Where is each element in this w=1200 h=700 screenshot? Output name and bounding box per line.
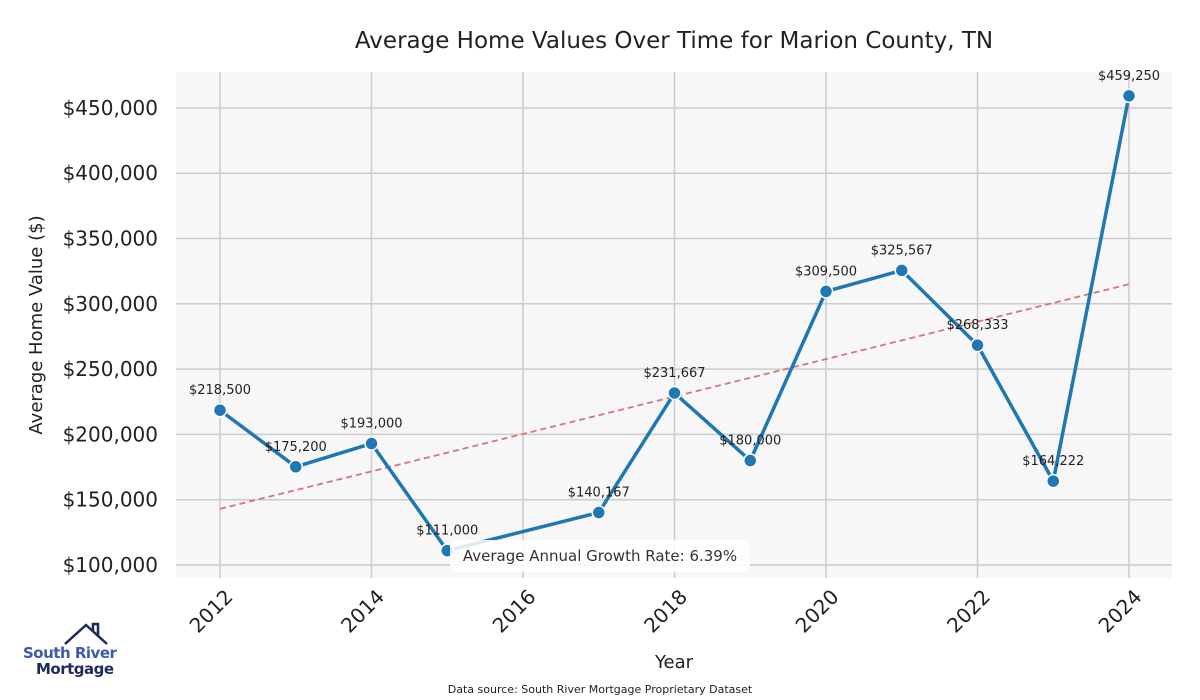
south-river-mortgage-logo: South River Mortgage — [18, 620, 118, 680]
data-label: $309,500 — [795, 264, 857, 279]
annotation-box — [450, 540, 750, 572]
data-point — [212, 402, 228, 418]
data-point — [894, 263, 909, 278]
x-tick-label: 2016 — [488, 585, 541, 638]
x-tick-label: 2024 — [1094, 585, 1147, 638]
y-tick-label: $400,000 — [63, 161, 158, 185]
data-label: $459,250 — [1098, 69, 1160, 84]
y-tick-label: $100,000 — [63, 553, 158, 577]
trend-line — [219, 283, 1130, 510]
data-point — [1046, 473, 1061, 489]
data-point — [743, 453, 758, 468]
y-tick-label: $250,000 — [63, 357, 158, 381]
x-tick-label: 2018 — [639, 585, 692, 638]
logo-line2: Mortgage — [36, 660, 114, 678]
data-label: $140,167 — [568, 486, 630, 501]
series-line — [218, 95, 1131, 553]
x-tick-label: 2022 — [942, 585, 995, 638]
logo-line1: South River — [23, 644, 117, 662]
data-point — [667, 385, 682, 401]
x-tick-label: 2020 — [791, 585, 844, 638]
y-axis-label: Average Home Value ($) — [26, 215, 47, 434]
data-label: $111,000 — [416, 524, 478, 539]
x-tick-label: 2014 — [336, 585, 389, 638]
data-label: $175,200 — [265, 440, 327, 455]
y-tick-label: $300,000 — [63, 292, 158, 316]
y-tick-label: $450,000 — [63, 96, 158, 120]
data-label: $325,567 — [871, 243, 933, 258]
data-point — [818, 284, 834, 299]
data-point — [1121, 88, 1137, 104]
data-source-note: Data source: South River Mortgage Propri… — [448, 683, 753, 696]
data-label: $164,222 — [1022, 454, 1084, 469]
data-label: $218,500 — [189, 383, 251, 398]
data-point — [288, 459, 303, 475]
house-roof-icon — [64, 622, 108, 645]
y-tick-label: $200,000 — [63, 422, 158, 446]
data-label: $193,000 — [340, 417, 402, 432]
x-tick-label: 2012 — [185, 585, 238, 638]
growth-rate-annotation: Average Annual Growth Rate: 6.39% — [463, 547, 737, 565]
data-label: $180,000 — [719, 434, 781, 449]
data-point — [970, 337, 985, 353]
chart-title: Average Home Values Over Time for Marion… — [355, 28, 993, 54]
data-point — [364, 436, 379, 451]
x-axis-label: Year — [654, 652, 694, 673]
y-tick-label: $350,000 — [63, 227, 158, 251]
data-label: $268,333 — [946, 318, 1008, 333]
data-point — [591, 505, 606, 520]
y-tick-label: $150,000 — [63, 488, 158, 512]
data-label: $231,667 — [643, 366, 705, 381]
